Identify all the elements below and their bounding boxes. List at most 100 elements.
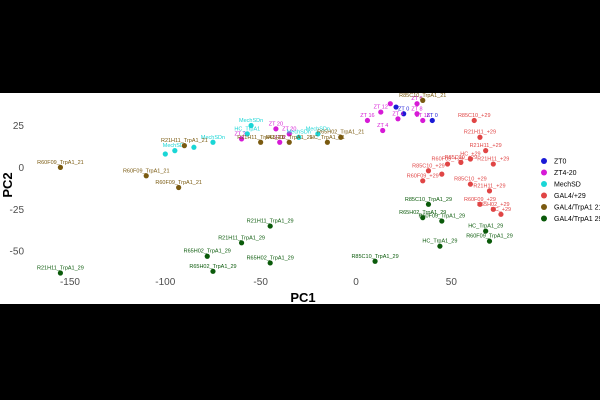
data-point [380,127,386,134]
point-label: MechSDn [201,135,225,141]
point-label: R60F09_+29 [407,173,439,179]
data-point [277,139,283,145]
point-label: ZT 8 [274,135,285,141]
data-point [181,143,187,149]
data-point [458,159,464,165]
point-label: HC_TrpA1_29 [422,239,457,245]
data-point [238,136,245,142]
point-label: HC_TrpA1 [234,126,260,132]
point-label: R60F09_TrpA1_21 [123,168,170,174]
point-label: R65H02_TrpA1_29 [189,264,236,270]
point-label: R60F09_TrpA1_29 [419,214,466,220]
point-label: MechSDn [163,143,187,149]
data-point [338,134,344,140]
data-point [486,188,493,194]
x-axis: -150 -100 -50 0 50 [60,277,457,288]
data-point [439,171,445,177]
data-point [395,116,401,122]
data-point [467,156,474,162]
point-label: R60F09_TrpA1_29 [466,234,513,240]
y-tick-label: 0 [18,163,24,174]
point-label: R21H11_+29 [470,143,502,149]
point-label: ZT 0 [427,113,438,119]
point-label: MechSDn [306,126,330,132]
point-label: R60F09_+29 [432,157,464,163]
data-point [372,258,378,264]
data-point [204,253,210,259]
data-point [429,117,435,124]
data-point [57,164,64,170]
point-label: R60F09_TrpA1_21 [37,160,84,166]
point-label: R60F09_+29 [464,197,496,203]
data-point [324,139,330,145]
data-point [414,101,420,107]
legend-marker [541,169,547,176]
point-label: MechSDn [239,118,263,124]
data-point [483,148,489,154]
point-label: R21H11_TrpA1_21 [161,138,208,144]
point-label: R21H11_TrpA1_29 [247,219,294,225]
data-point [210,139,216,145]
y-tick-label: 25 [13,121,25,132]
data-point [210,268,216,274]
data-point [143,173,149,179]
legend-label: GAL4/+29 [554,193,586,200]
y-axis-title: PC2 [0,172,15,197]
point-label: ZT 20 [269,121,283,127]
legend-label: MechSD [554,182,581,189]
data-point [471,117,477,124]
legend-label: ZT0 [554,159,567,166]
point-label: R21H11_+29 [473,183,505,189]
data-point [286,131,292,137]
data-point [420,215,426,221]
point-label: ZT 20 [234,131,248,137]
data-point [425,168,432,174]
legend: ZT0 ZT4-20 MechSD GAL4/+29 GAL4/TrpA1 21 GAL4… [541,158,600,223]
point-label: R21H11_TrpA1_29 [37,266,84,272]
data-point [162,151,168,157]
x-tick-label: -50 [253,277,268,288]
point-label: ZT 4 [392,111,403,117]
point-label: R21H11_TrpA1_21 [237,135,284,141]
data-point [296,134,302,140]
data-point [273,126,279,132]
point-label: R85C10_+29 [445,155,478,161]
data-point [258,139,264,145]
point-label: R85C10_+29 [458,113,491,119]
series-4: R85C10_TrpA1_21 R65H02_TrpA1_21HC_TrpA1_2… [37,93,446,191]
point-label: R21H11_TrpA1_29 [218,235,265,241]
point-label: HC_+29 [460,152,480,158]
point-label: ZT 8 [411,96,422,102]
data-point [437,243,443,249]
point-label: R85C10_TrpA1_29 [351,254,398,260]
data-point [248,122,254,129]
point-label: R21H11_+29 [477,157,509,163]
legend-marker [541,181,547,187]
data-point [425,201,432,207]
y-axis: 25 0 -25 -50 [10,121,25,258]
point-label: HC_TrpA1_21 [310,135,345,141]
y-tick-label: -25 [10,205,25,216]
data-point [444,161,451,167]
data-point [364,117,371,124]
data-point [486,238,493,244]
point-label: R85C10_TrpA1_21 [399,93,446,99]
x-tick-label: 50 [446,277,458,288]
point-label: R65H02_TrpA1_21 [317,130,364,136]
data-point [286,139,292,145]
data-point [267,223,273,229]
point-label: R65H02_TrpA1_29 [184,249,231,255]
data-point [401,111,407,117]
data-point [315,131,321,137]
data-point [420,97,426,103]
data-point [467,181,474,187]
data-point [477,201,483,207]
data-point [393,104,399,110]
data-point [267,260,273,266]
data-point [420,178,426,184]
legend-marker [541,158,547,164]
x-tick-label: -100 [155,277,175,288]
legend-marker [541,215,547,222]
data-point [172,148,178,154]
